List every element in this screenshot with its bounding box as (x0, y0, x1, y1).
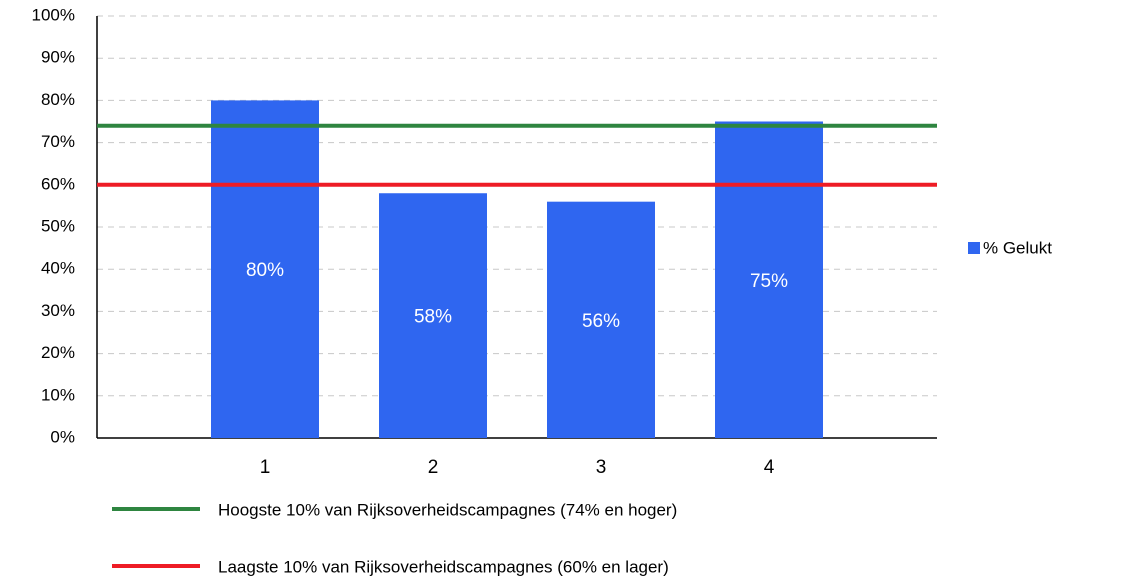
y-tick-label: 80% (41, 90, 75, 109)
y-tick-label: 100% (32, 5, 75, 24)
legend-label: Hoogste 10% van Rijksoverheidscampagnes … (218, 500, 677, 519)
y-tick-label: 20% (41, 343, 75, 362)
y-tick-label: 70% (41, 132, 75, 151)
x-tick-label: 3 (596, 457, 607, 478)
bar (715, 121, 823, 438)
y-tick-label: 40% (41, 259, 75, 278)
y-tick-label: 10% (41, 385, 75, 404)
bar (379, 193, 487, 438)
y-tick-label: 60% (41, 174, 75, 193)
y-tick-label: 90% (41, 48, 75, 67)
bar (211, 100, 319, 439)
legend-label: Laagste 10% van Rijksoverheidscampagnes … (218, 557, 669, 576)
data-label: 56% (582, 311, 620, 332)
bar (547, 201, 655, 438)
x-tick-label: 4 (764, 457, 775, 478)
y-tick-label: 30% (41, 301, 75, 320)
x-tick-label: 2 (428, 457, 439, 478)
y-tick-label: 50% (41, 216, 75, 235)
data-label: 58% (414, 307, 452, 328)
legend-label: % Gelukt (983, 238, 1052, 257)
data-label: 75% (750, 271, 788, 292)
y-tick-label: 0% (50, 427, 75, 446)
x-tick-label: 1 (260, 457, 271, 478)
data-label: 80% (246, 260, 284, 281)
legend-swatch (968, 242, 980, 254)
